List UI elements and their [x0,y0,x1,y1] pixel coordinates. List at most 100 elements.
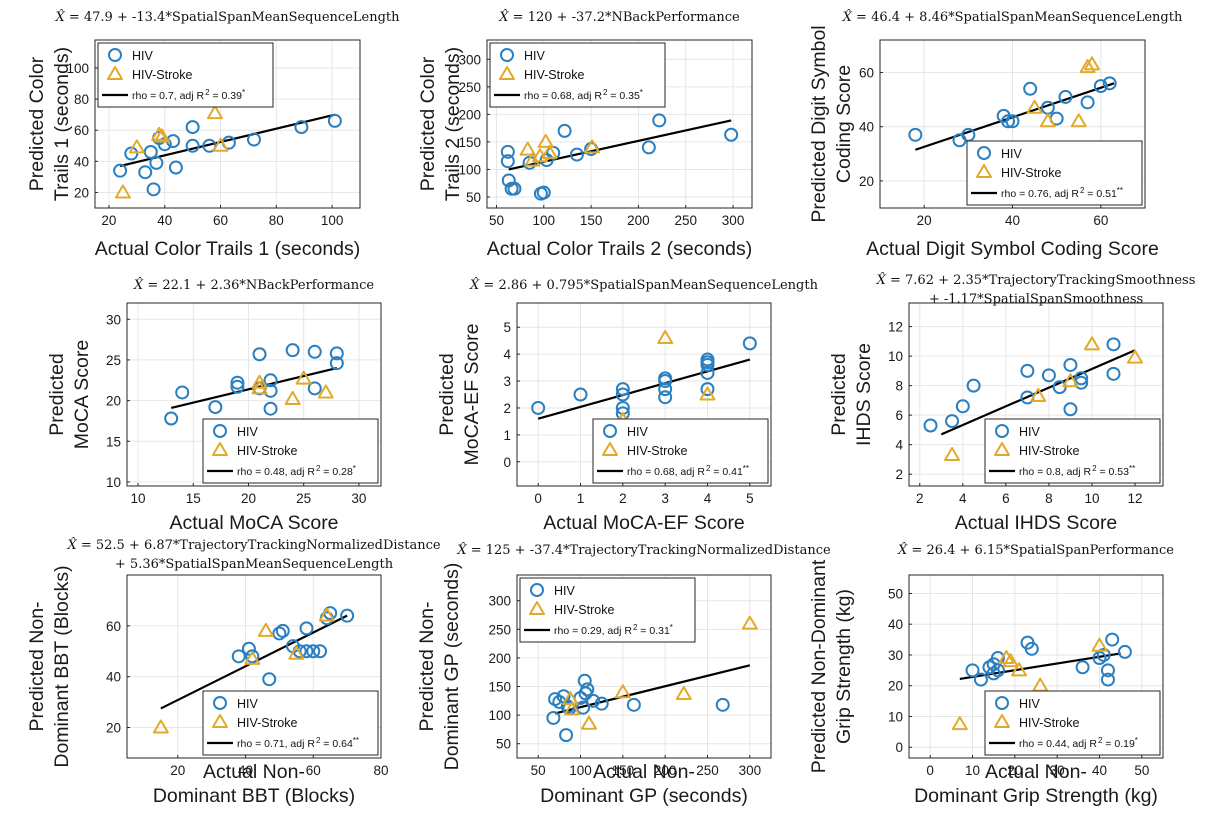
legend-box [984,690,1161,756]
data-layer [923,336,1144,462]
data-point-hiv [945,414,960,429]
data-point-hiv [262,672,277,687]
data-point-hiv [143,145,158,159]
data-point-hiv [1100,672,1115,687]
data-point-hiv [973,672,988,687]
legend-label-hiv-stroke: HIV-Stroke [627,444,687,458]
legend-marker-hiv-stroke [499,66,515,80]
data-point-hiv [652,113,667,128]
data-point-hiv [1074,371,1089,386]
x-tick-label: 50 [1134,763,1149,778]
x-tick-label: 0 [534,491,542,506]
y-tick-label: 20 [74,185,89,200]
data-point-hiv [340,608,355,623]
y-tick-label: 3 [503,374,511,389]
data-point-hiv [955,399,970,414]
y-tick-label: 50 [888,586,903,601]
y-tick-label: 30 [888,648,903,663]
data-point-hiv [569,147,584,162]
y-tick-label: 40 [888,617,903,632]
axes-frame [94,39,361,209]
data-point-hiv-stroke [284,390,301,405]
y-tick-label: 0 [503,455,511,470]
x-tick-label: 30 [351,491,366,506]
legend: HIV HIV-Stroke rho = 0.48, adj R2 = 0.28* [202,418,379,484]
chart-title: X̂ = 120 + -37.2*NBackPerformance [498,9,740,25]
axes-frame [879,39,1146,209]
legend-label-hiv: HIV [524,49,546,63]
x-tick-label: 150 [612,763,635,778]
x-tick-label: 12 [1128,491,1143,506]
y-tick-label: 20 [859,174,874,189]
data-point-hiv-stroke [128,139,145,154]
chart-panel-1: 20 40 60 80 100 20 40 60 80 100 HIV HIV-Stroke rho =… [26,9,400,260]
legend-stats: rho = 0.76, adj R2 = 0.51** [1001,186,1123,200]
legend: HIV HIV-Stroke rho = 0.8, adj R2 = 0.53** [984,418,1161,484]
y-tick-label: 10 [888,349,903,364]
data-point-hiv-stroke [524,152,541,167]
legend-label-hiv-stroke: HIV-Stroke [524,68,584,82]
legend-marker-hiv [213,424,227,438]
data-point-hiv [168,160,183,175]
legend-label-hiv-stroke: HIV-Stroke [554,603,614,617]
data-point-hiv [576,700,591,715]
data-point-hiv [1075,660,1090,675]
axes-frame [516,574,772,759]
legend-marker-hiv [603,424,617,438]
data-point-hiv [580,682,595,697]
legend-marker-hiv [995,696,1009,710]
y-tick-label: 150 [458,135,481,150]
legend: HIV HIV-Stroke rho = 0.71, adj R2 = 0.64** [202,690,379,756]
x-tick-label: 300 [739,763,762,778]
chart-panel-4: 10 15 20 25 30 10 15 20 25 30 HIV HIV-Stroke rho = 0… [46,277,382,534]
x-tick-label: 6 [1002,491,1010,506]
x-tick-label: 60 [213,213,228,228]
y-tick-label: 50 [496,737,511,752]
x-tick-label: 4 [959,491,967,506]
axes-frame [516,302,772,487]
y-tick-label: 12 [888,320,903,335]
legend-marker-hiv-stroke [602,442,618,456]
data-point-hiv [113,163,128,178]
data-point-hiv [990,651,1005,666]
data-point-hiv-stroke [519,141,536,156]
data-point-hiv-stroke [614,684,631,699]
data-point-hiv [230,375,245,390]
legend-box [97,42,274,108]
legend-stats: rho = 0.29, adj R2 = 0.31* [554,623,673,637]
data-point-hiv-stroke [1127,349,1144,364]
data-point-hiv [294,120,309,135]
data-point-hiv [594,696,609,711]
legend-stats: rho = 0.8, adj R2 = 0.53** [1019,464,1135,478]
x-axis-label: Dominant Grip Strength (kg) [914,785,1158,807]
legend-marker-hiv-stroke [994,714,1010,728]
data-point-hiv-stroke [1084,56,1100,71]
x-tick-label: 60 [306,763,321,778]
legend-box [202,418,379,484]
data-point-hiv-stroke [564,701,581,716]
x-tick-label: 5 [746,491,754,506]
data-point-hiv [164,411,179,426]
y-tick-label: 100 [66,61,89,76]
data-point-hiv-stroke [153,128,170,143]
data-point-hiv [231,649,246,664]
y-tick-label: 40 [106,670,121,685]
data-point-hiv [208,400,223,415]
chart-panel-8: 50 100 150 200 250 30050100150200250300HIVHIV… [416,542,831,807]
data-point-hiv-stroke [151,126,168,141]
y-tick-label: 30 [106,312,121,327]
y-tick-label: 20 [106,721,121,736]
legend-label-hiv: HIV [1019,697,1041,711]
legend-marker-hiv [530,583,544,597]
data-point-hiv-stroke [318,607,335,622]
legend-marker-hiv-stroke [212,714,228,728]
data-layer [152,606,355,734]
x-tick-label: 20 [170,763,185,778]
y-tick-label: 60 [859,66,874,81]
y-tick-label: 250 [458,80,481,95]
x-tick-label: 1 [577,491,585,506]
data-point-hiv [263,401,278,416]
legend-marker-hiv [108,48,122,62]
